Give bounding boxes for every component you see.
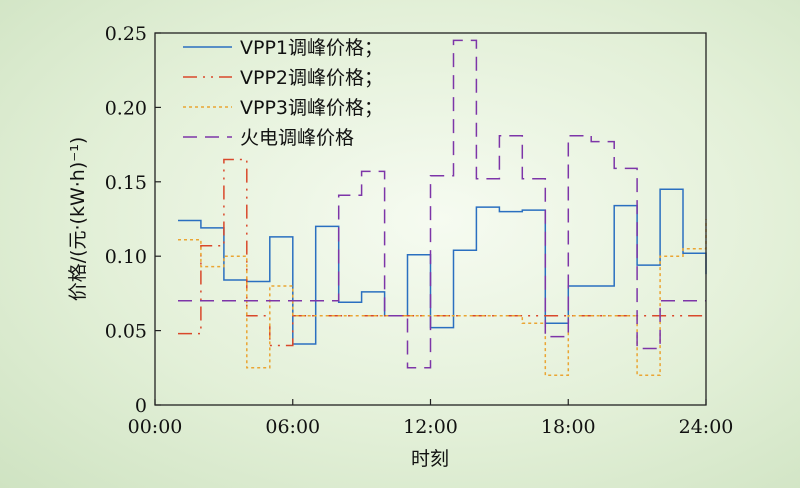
x-tick-label: 12:00 [403,416,458,438]
plot-lines [178,39,707,376]
series-line-1 [178,188,707,345]
x-tick-label: 24:00 [679,416,734,438]
y-tick-label: 0.05 [105,321,147,343]
legend-label: VPP3调峰价格； [240,97,383,119]
legend-label: VPP1调峰价格； [240,37,383,59]
y-tick-label: 0.25 [105,23,147,45]
x-tick-label: 06:00 [265,416,320,438]
legend-label: 火电调峰价格 [240,127,354,149]
y-tick-label: 0.10 [105,246,147,268]
y-tick-label: 0 [135,395,147,417]
y-tick-label: 0.20 [105,97,147,119]
y-tick-label: 0.15 [105,172,147,194]
series-line-3 [178,219,707,376]
x-axis-label: 时刻 [411,448,449,470]
series-line-4 [178,39,706,369]
x-tick-label: 18:00 [541,416,596,438]
legend: VPP1调峰价格； VPP2调峰价格； VPP3调峰价格； 火电调峰价格 [183,37,383,149]
series-line-2 [178,158,706,347]
axis-ticks: 00:00 06:00 12:00 18:00 24:00 0 0.05 0.10 0.15 0.… [105,23,734,438]
x-tick-label: 00:00 [128,416,183,438]
y-axis-label: 价格/(元·(kW·h)⁻¹) [67,137,89,302]
legend-label: VPP2调峰价格； [240,67,383,89]
